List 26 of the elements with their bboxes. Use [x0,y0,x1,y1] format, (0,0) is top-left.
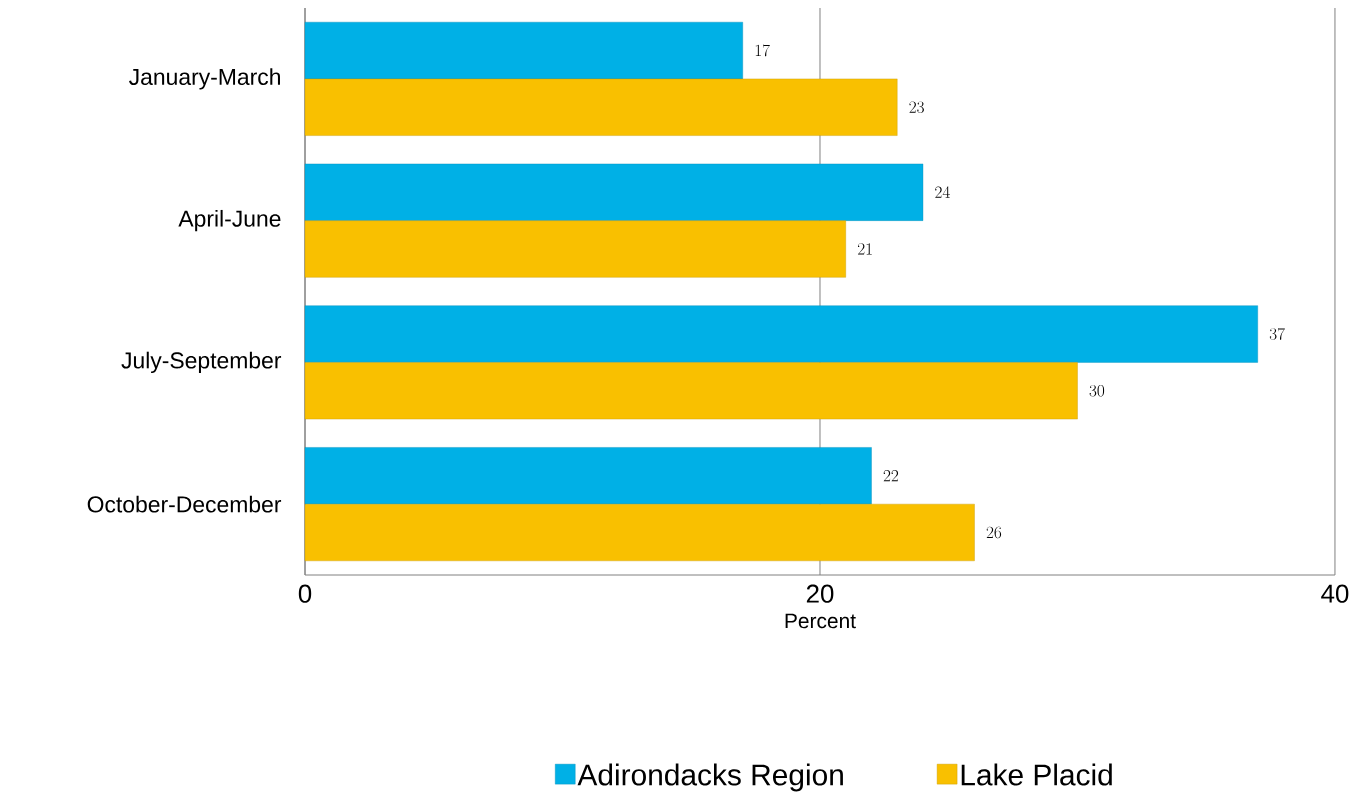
y-tick-label: April-June [178,209,281,232]
data-label: 26 [986,526,1002,539]
y-tick-label: October-December [87,495,282,513]
legend-label: Lake Placid [961,763,1112,786]
bar [304,305,1258,363]
bar [304,163,924,221]
legend-label: Adirondacks Region [577,763,843,792]
data-label: 22 [883,469,899,482]
bar [304,21,743,80]
data-label: 24 [935,186,950,198]
data-label: 21 [857,243,872,255]
bar [304,78,898,136]
bar [304,447,872,505]
y-tick-label: January-March [129,68,280,90]
bar [304,503,975,562]
data-label: 37 [1269,327,1285,340]
bar [304,220,846,278]
y-tick-label: July-September [121,351,282,374]
data-label: 17 [755,44,770,57]
bar [304,362,1078,420]
data-label: 23 [909,101,924,114]
x-axis-title: Percent [785,613,856,629]
x-tick-label: 20 [806,584,834,603]
x-tick-label: 40 [1321,584,1349,603]
data-label: 30 [1089,384,1105,397]
x-tick-label: 0 [298,584,312,603]
